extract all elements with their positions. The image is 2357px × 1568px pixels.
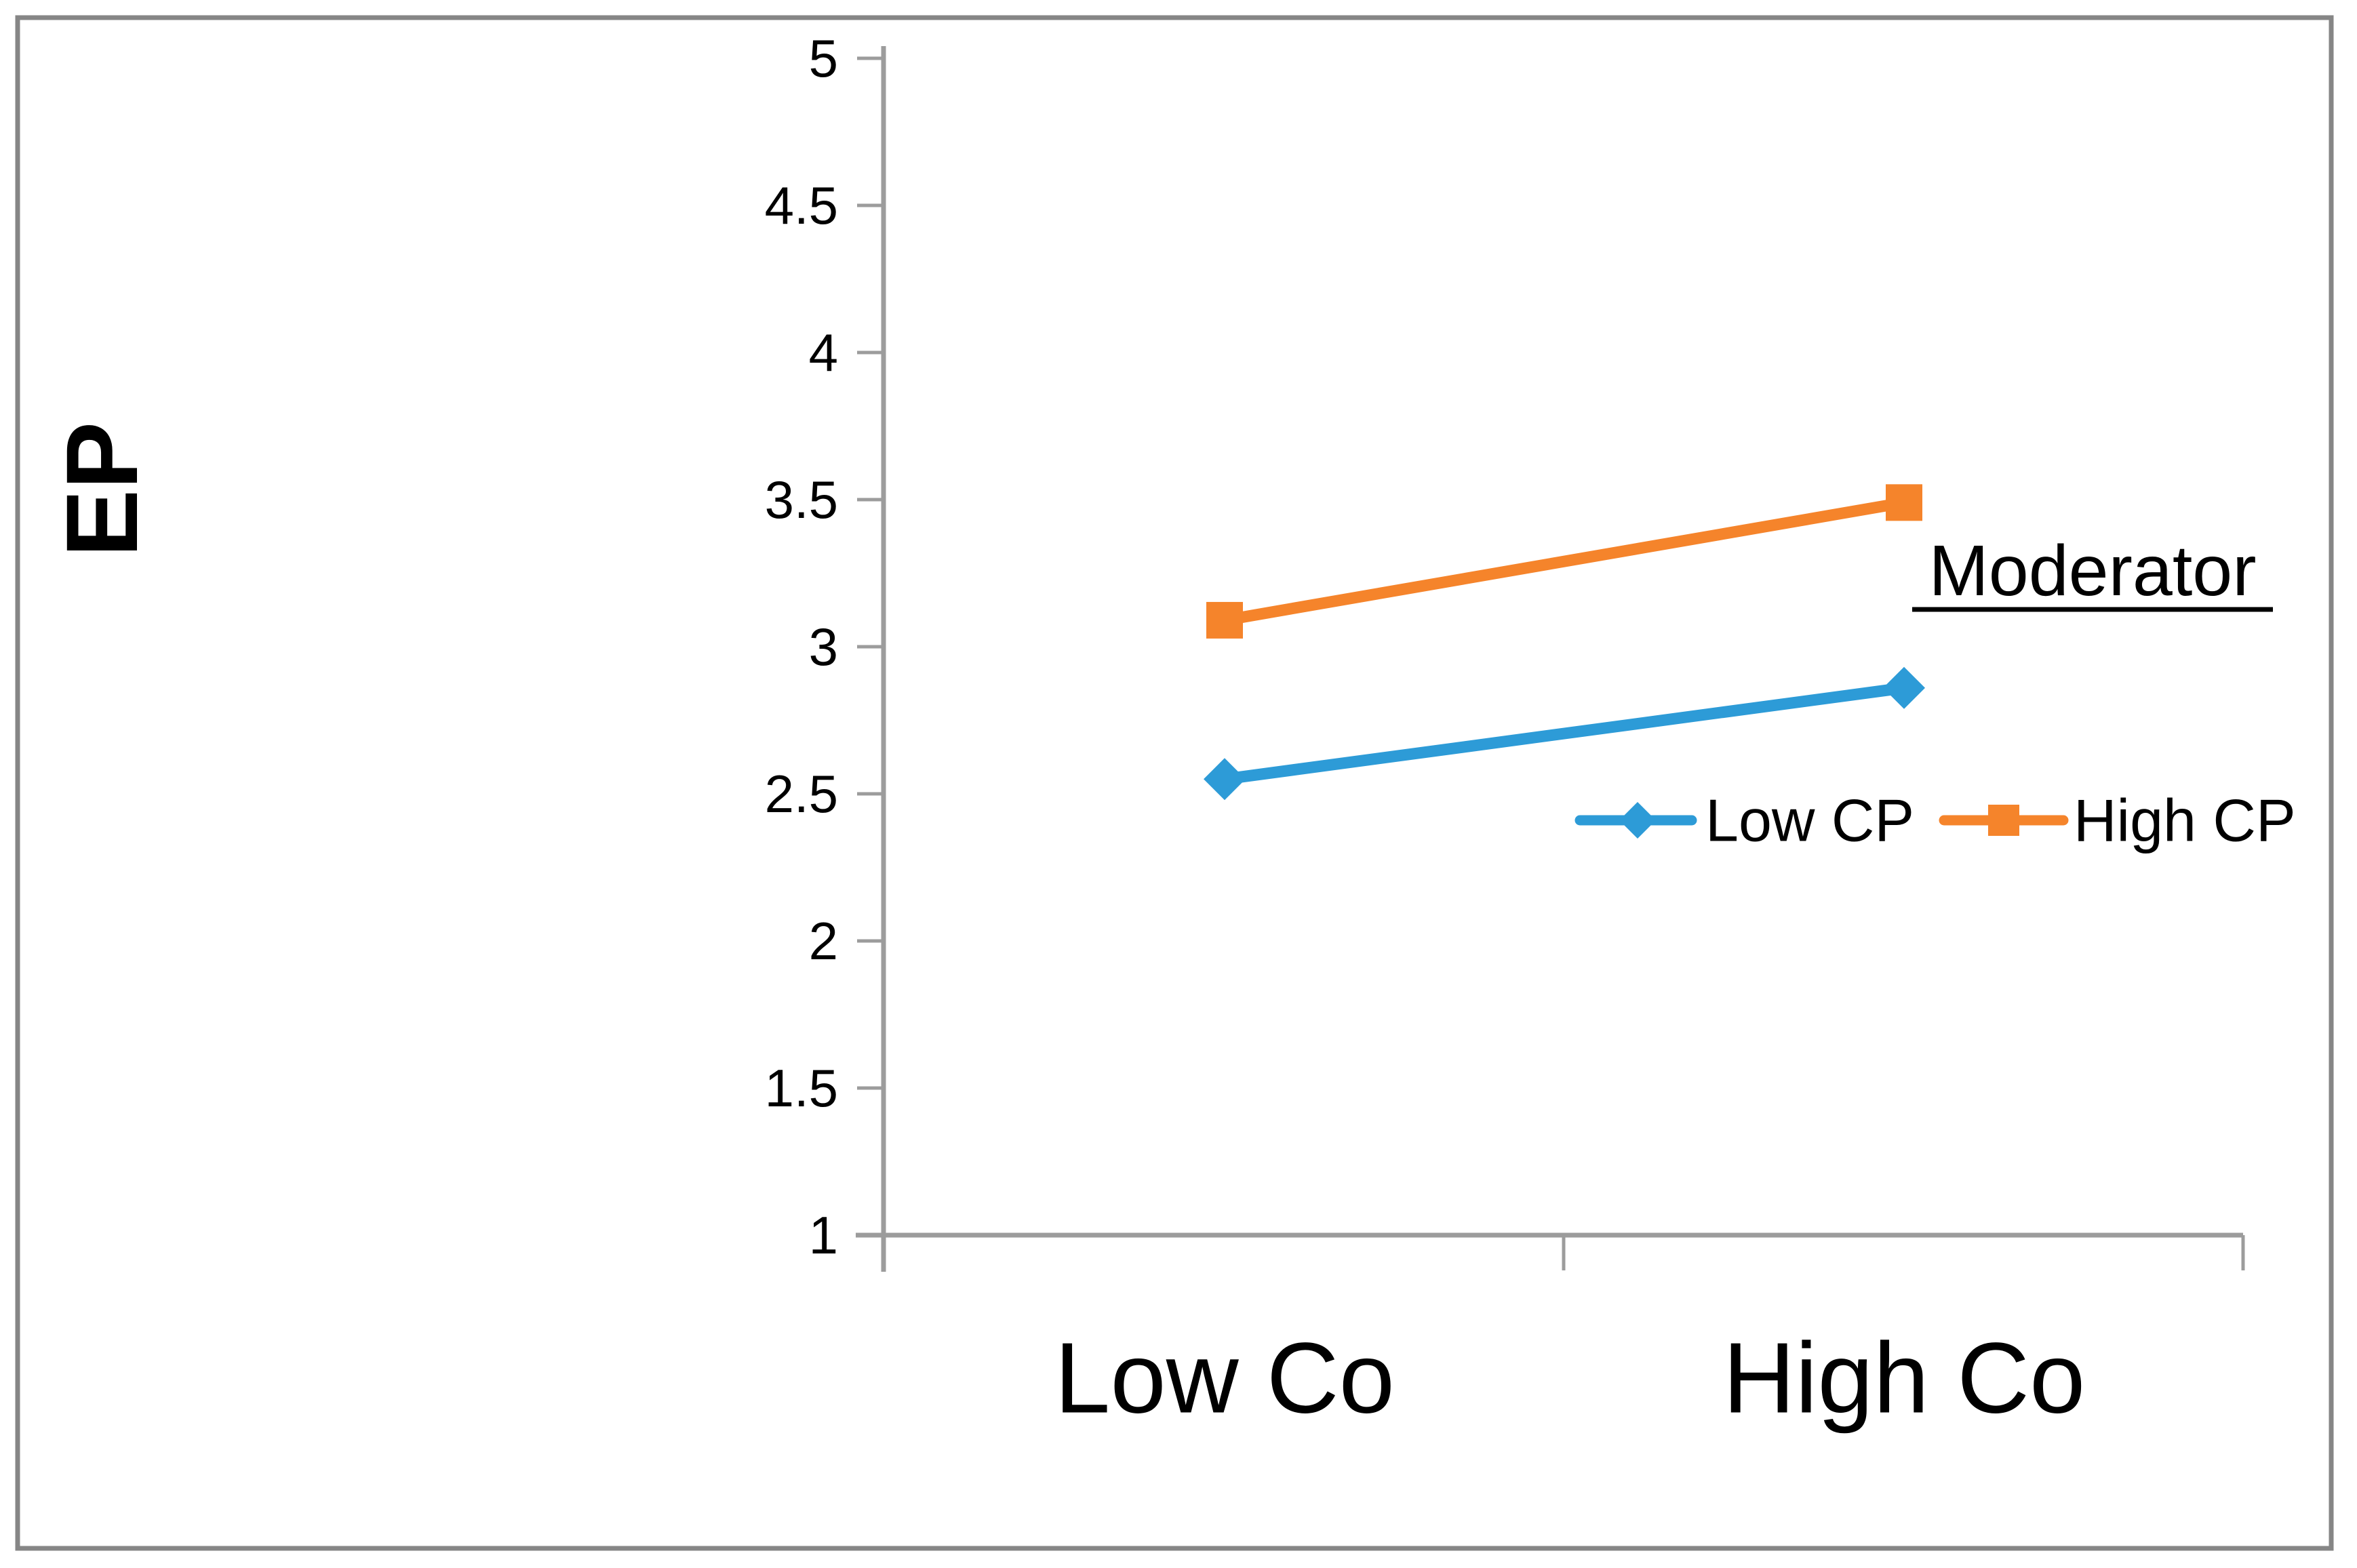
x-category-label-low-co: Low Co xyxy=(1054,1323,1395,1434)
y-tick-label-2.5: 2.5 xyxy=(765,764,838,824)
x-category-label-high-co: High Co xyxy=(1723,1323,2086,1434)
legend-high-cp-label: High CP xyxy=(2074,787,2296,854)
y-tick-label-4.5: 4.5 xyxy=(765,176,838,235)
y-tick-label-1: 1 xyxy=(809,1205,838,1265)
y-tick-label-2: 2 xyxy=(809,911,838,971)
data-point-square-0 xyxy=(1206,601,1243,639)
legend-low-cp-label: Low CP xyxy=(1705,787,1914,854)
legend: Low CP High CP xyxy=(1574,787,2296,854)
data-point-diamond-1 xyxy=(1883,666,1925,709)
series-layer xyxy=(1204,484,1925,801)
data-point-diamond-0 xyxy=(1204,758,1246,801)
moderator-annotation: Moderator xyxy=(1928,531,2256,611)
y-tick-label-1.5: 1.5 xyxy=(765,1058,838,1118)
y-axis-tick-labels: 5 4.5 4 3.5 3 2.5 2 1.5 1 xyxy=(765,28,838,1265)
chart-frame-border xyxy=(15,15,2334,1551)
data-point-square-1 xyxy=(1886,484,1922,521)
y-tick-label-3.5: 3.5 xyxy=(765,470,838,529)
series-line-high-cp xyxy=(1223,496,1905,626)
y-axis-ticks xyxy=(857,56,884,1237)
legend-low-cp-diamond-icon xyxy=(1619,802,1656,839)
y-tick-label-3: 3 xyxy=(809,617,838,677)
legend-high-cp-square-icon xyxy=(1988,805,2019,836)
y-tick-label-4: 4 xyxy=(809,323,838,382)
series-line-low-cp xyxy=(1223,682,1905,785)
y-axis-title: EP xyxy=(45,422,159,557)
y-tick-label-5: 5 xyxy=(809,28,838,88)
